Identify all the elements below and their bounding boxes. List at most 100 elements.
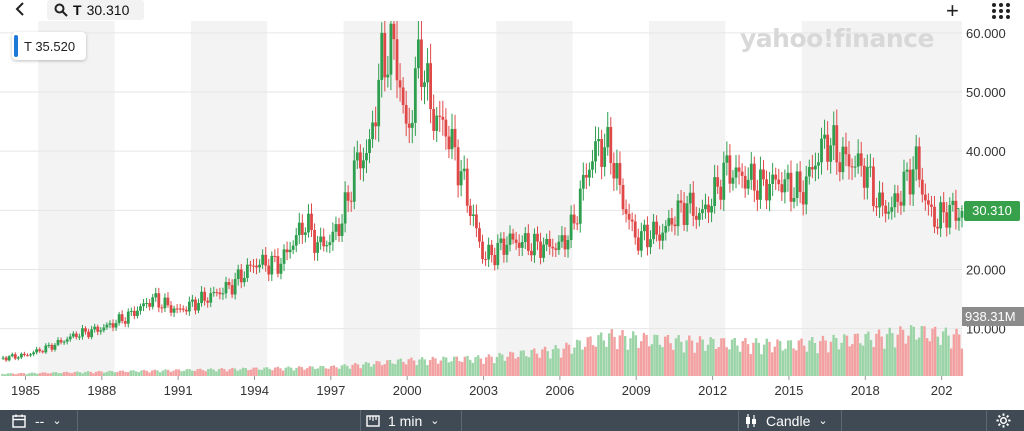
volume-bar bbox=[495, 356, 499, 376]
plus-icon[interactable]: + bbox=[946, 0, 959, 23]
gear-icon[interactable] bbox=[996, 410, 1011, 431]
series-legend[interactable]: T 35.520 bbox=[12, 32, 86, 60]
date-range-selector[interactable]: -- ⌄ bbox=[12, 410, 62, 431]
volume-bar bbox=[925, 338, 929, 376]
volume-bar bbox=[431, 356, 434, 376]
chart-type-selector[interactable]: Candle ⌄ bbox=[744, 410, 828, 431]
candle-body bbox=[374, 122, 378, 127]
candle-body bbox=[346, 192, 350, 201]
price-chart[interactable]: 60.00050.00040.00030.00020.00010.0001985… bbox=[0, 21, 1024, 410]
volume-bar bbox=[148, 372, 151, 376]
volume-bar bbox=[701, 339, 704, 376]
volume-bar bbox=[533, 348, 536, 376]
volume-bar bbox=[442, 356, 445, 376]
candle-body bbox=[511, 233, 515, 240]
x-tick-label: 2015 bbox=[774, 383, 803, 398]
candle-body bbox=[606, 126, 610, 148]
candle-body bbox=[569, 214, 573, 241]
volume-bar bbox=[519, 350, 523, 376]
interval-selector[interactable]: 1 min ⌄ bbox=[366, 410, 439, 431]
candle-body bbox=[661, 232, 665, 241]
candle-body bbox=[383, 32, 387, 78]
candle-body bbox=[817, 162, 820, 166]
volume-bar bbox=[204, 371, 207, 376]
volume-bar bbox=[332, 365, 336, 376]
volume-bar bbox=[362, 364, 365, 376]
candle-body bbox=[194, 299, 197, 311]
volume-bar bbox=[22, 373, 26, 376]
volume-bar bbox=[952, 334, 956, 376]
volume-bar bbox=[244, 368, 247, 376]
candle-body bbox=[81, 328, 84, 337]
volume-bar bbox=[650, 344, 654, 376]
candle-body bbox=[294, 235, 298, 246]
volume-bar bbox=[388, 359, 392, 376]
candle-body bbox=[456, 147, 460, 186]
volume-bar bbox=[247, 370, 250, 376]
volume-bar bbox=[129, 370, 133, 376]
candle-body bbox=[84, 328, 87, 332]
candle-body bbox=[282, 249, 286, 264]
volume-bar bbox=[156, 370, 159, 376]
volume-bar bbox=[722, 338, 726, 376]
volume-bar bbox=[674, 338, 678, 376]
candle-body bbox=[759, 169, 762, 200]
volume-bar bbox=[733, 338, 736, 376]
candle-body bbox=[719, 186, 723, 200]
volume-bar bbox=[487, 354, 491, 376]
candle-body bbox=[774, 174, 778, 180]
volume-bar bbox=[292, 370, 296, 376]
volume-bar bbox=[599, 332, 603, 376]
candle-body bbox=[551, 246, 555, 249]
candle-body bbox=[933, 206, 936, 227]
y-tick-label: 20.000 bbox=[966, 263, 1006, 278]
x-tick-label: 1985 bbox=[11, 383, 40, 398]
candle-body bbox=[93, 326, 97, 330]
volume-bar bbox=[835, 337, 838, 376]
candle-body bbox=[697, 213, 701, 220]
volume-bar bbox=[52, 372, 55, 376]
volume-tag: 938.31M bbox=[962, 307, 1024, 326]
volume-bar bbox=[367, 362, 370, 376]
candle-body bbox=[563, 235, 567, 250]
volume-bar bbox=[217, 369, 221, 376]
volume-bar bbox=[209, 368, 213, 376]
volume-bar bbox=[648, 346, 651, 376]
volume-bar bbox=[134, 371, 138, 376]
volume-bar bbox=[474, 357, 477, 376]
ticker-symbol: T bbox=[73, 2, 82, 18]
grid-icon[interactable] bbox=[991, 2, 1011, 20]
chart-canvas[interactable]: 60.00050.00040.00030.00020.00010.0001985… bbox=[0, 21, 1024, 410]
candle-body bbox=[887, 211, 891, 214]
candle-body bbox=[252, 265, 255, 267]
volume-bar bbox=[126, 372, 130, 376]
candle-body bbox=[792, 198, 796, 202]
candle-body bbox=[319, 236, 323, 243]
volume-bar bbox=[4, 374, 7, 376]
ticker-search-box[interactable]: T 30.310 bbox=[47, 0, 144, 20]
volume-bar bbox=[808, 340, 811, 376]
candle-body bbox=[624, 209, 628, 214]
search-icon bbox=[54, 3, 68, 17]
chevron-left-icon[interactable] bbox=[14, 1, 34, 19]
volume-bar bbox=[511, 352, 515, 376]
period-band bbox=[496, 21, 573, 376]
volume-bar bbox=[86, 371, 90, 376]
volume-bar bbox=[477, 355, 480, 376]
candle-body bbox=[203, 291, 207, 301]
volume-bar bbox=[618, 335, 622, 376]
candle-body bbox=[652, 221, 655, 240]
volume-bar bbox=[265, 367, 269, 376]
volume-bar bbox=[249, 369, 253, 376]
volume-bar bbox=[65, 371, 68, 376]
volume-bar bbox=[797, 340, 801, 376]
volume-bar bbox=[861, 345, 865, 376]
volume-bar bbox=[28, 373, 31, 376]
x-tick-label: 202 bbox=[931, 383, 953, 398]
candle-body bbox=[358, 152, 362, 169]
candle-body bbox=[120, 314, 124, 322]
candle-body bbox=[581, 174, 585, 189]
volume-bar bbox=[436, 363, 440, 376]
volume-bar bbox=[949, 348, 953, 376]
volume-bar bbox=[677, 335, 680, 376]
